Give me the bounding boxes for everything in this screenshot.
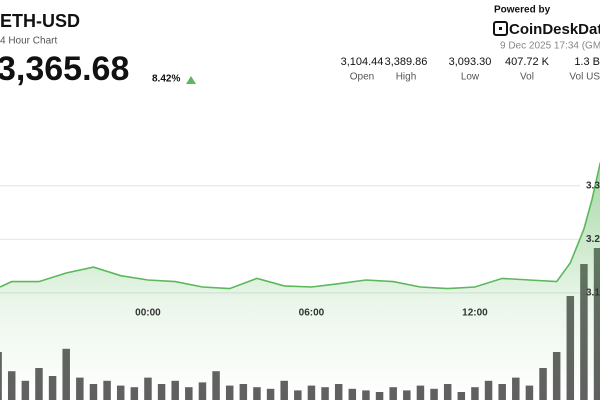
x-tick-label: 06:00: [299, 308, 325, 319]
timestamp: 9 Dec 2025 17:34 (GMT: [500, 41, 600, 52]
powered-by: Powered by: [494, 5, 551, 16]
plot-area: 3.3 3.2 3.1 00:00 06:00 12:00: [0, 162, 600, 400]
x-tick-label: 12:00: [462, 308, 488, 319]
subtitle: 4 Hour Chart: [0, 36, 57, 47]
stat-value: 1.3 B: [574, 56, 600, 68]
x-tick-label: 00:00: [135, 308, 161, 319]
stat-label: High: [396, 72, 417, 83]
stat-value: 3,104.44: [341, 56, 384, 68]
price: 3,365.68: [0, 50, 129, 88]
symbol: ETH-USD: [0, 11, 80, 31]
up-arrow: [186, 76, 196, 84]
stats: 3,104.44 Open 3,389.86 High 3,093.30 Low 407.7…: [341, 56, 600, 83]
change: 8.42%: [152, 74, 180, 85]
stat-value: 3,389.86: [385, 56, 428, 68]
stat-label: Low: [461, 72, 480, 83]
brand: CoinDeskDat: [509, 21, 600, 38]
stat-value: 407.72 K: [505, 56, 550, 68]
stat-label: Vol US: [569, 72, 600, 83]
y-tick-label: 3.3: [586, 180, 600, 191]
stat-value: 3,093.30: [449, 56, 492, 68]
brand-logo: [493, 21, 508, 36]
y-tick-label: 3.2: [586, 234, 600, 245]
price-area: [0, 164, 600, 400]
stat-label: Open: [350, 72, 374, 83]
stat-label: Vol: [520, 72, 534, 83]
y-tick-label: 3.1: [586, 287, 600, 298]
price-line: [0, 162, 600, 290]
